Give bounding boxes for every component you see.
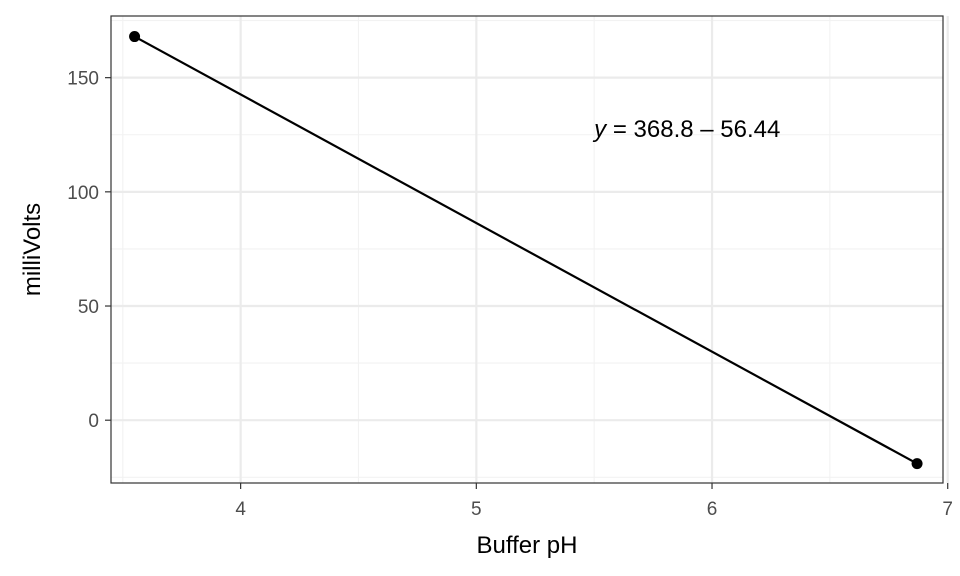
regression-equation: y = 368.8 – 56.44	[592, 116, 780, 143]
y-tick-label: 150	[67, 69, 99, 90]
y-axis: 0 50 100 150	[67, 69, 111, 432]
y-tick-label: 0	[88, 411, 99, 432]
x-axis-title: Buffer pH	[477, 532, 578, 559]
equation-variable: y	[592, 116, 608, 143]
y-tick-label: 100	[67, 183, 99, 204]
x-tick-label: 5	[471, 499, 482, 520]
series-layer	[129, 31, 923, 470]
x-axis: 4 5 6 7	[235, 483, 953, 520]
grid-minor	[111, 16, 943, 483]
series-line	[134, 35, 918, 465]
panel-border	[110, 15, 944, 484]
y-tick-label: 50	[78, 297, 99, 318]
x-tick-label: 6	[707, 499, 718, 520]
x-tick-label: 4	[235, 499, 246, 520]
grid-major	[111, 16, 949, 483]
equation-body: = 368.8 – 56.44	[606, 116, 780, 143]
data-point	[129, 31, 141, 43]
data-point	[911, 458, 923, 470]
x-tick-label: 7	[942, 499, 953, 520]
y-axis-title: milliVolts	[19, 203, 46, 296]
